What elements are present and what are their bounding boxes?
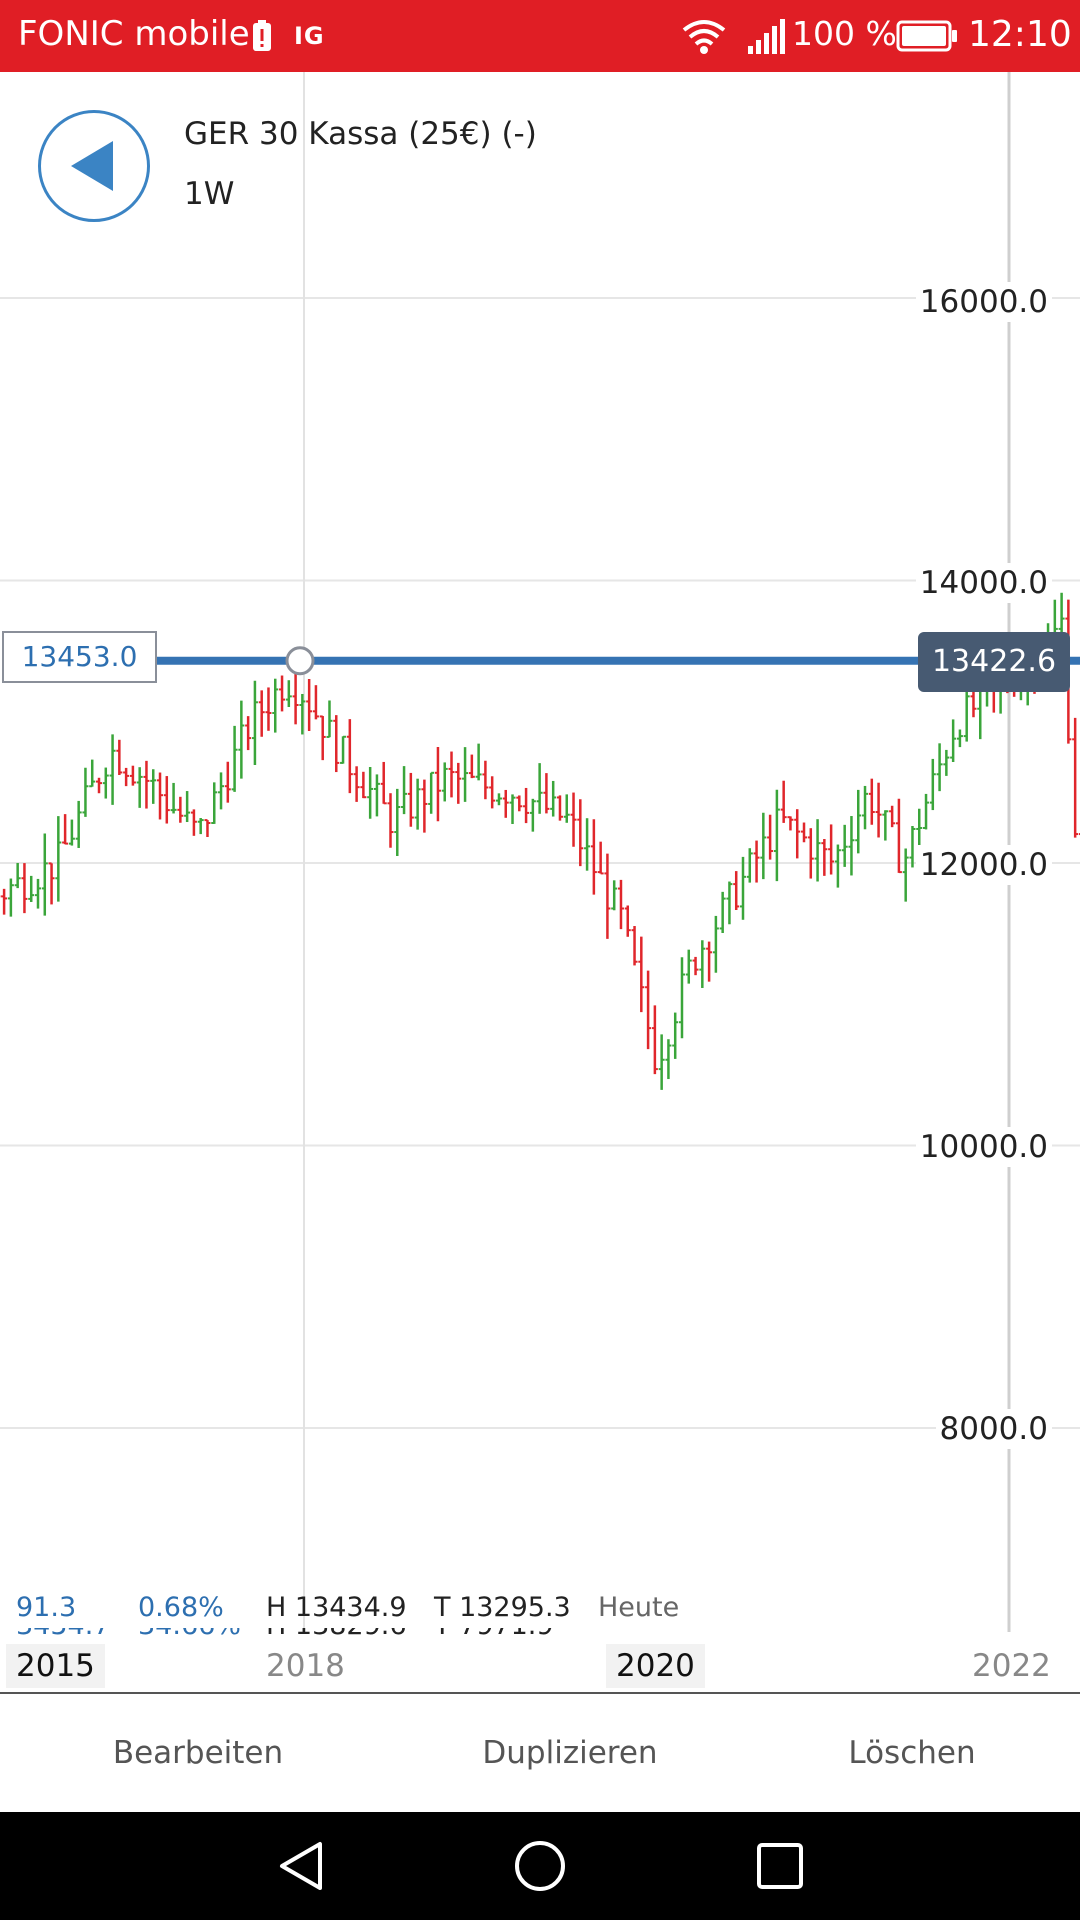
battery-icon: [896, 20, 957, 52]
stat-low-2: T 7971.9: [434, 1628, 554, 1640]
x-tick-label: 2018: [266, 1648, 345, 1684]
stat-period: Heute: [598, 1592, 680, 1623]
signal-icon: [748, 19, 785, 54]
carrier-name: FONIC mobile: [18, 14, 250, 54]
duplicate-button[interactable]: Duplizieren: [482, 1735, 658, 1771]
system-nav-bar: [0, 1812, 1080, 1920]
edit-button[interactable]: Bearbeiten: [112, 1735, 284, 1771]
candle-layer: [0, 592, 1080, 1090]
y-tick-label: 8000.0: [935, 1409, 1052, 1449]
timeframe-label[interactable]: 1W: [184, 176, 235, 212]
stat-low: T 13295.3: [434, 1592, 571, 1623]
current-price-tag: 13422.6: [918, 632, 1070, 692]
stat-percent: 0.68%: [138, 1592, 224, 1623]
x-axis-line: [0, 1692, 1080, 1694]
nav-home-icon[interactable]: [510, 1836, 570, 1896]
ig-app-icon: IG: [294, 22, 325, 50]
x-tick-label: 2022: [972, 1648, 1051, 1684]
alert-level-label[interactable]: 13453.0: [2, 631, 157, 683]
alert-handle-icon: [285, 646, 315, 676]
stat-high-2: H 13829.6: [266, 1628, 407, 1640]
action-bar: Bearbeiten Duplizieren Löschen: [0, 1694, 1080, 1812]
back-arrow-icon: [71, 141, 113, 191]
y-tick-label: 14000.0: [915, 563, 1052, 603]
status-bar: FONIC mobile IG 100 % 12:10: [0, 0, 1080, 72]
clock: 12:10: [968, 14, 1072, 55]
x-tick-label: 2020: [606, 1644, 705, 1688]
stat-value-2: 3454.7: [16, 1628, 110, 1640]
y-tick-label: 10000.0: [915, 1127, 1052, 1167]
y-tick-label: 12000.0: [915, 845, 1052, 885]
nav-back-icon[interactable]: [272, 1836, 332, 1896]
chart-area[interactable]: GER 30 Kassa (25€) (-) 1W 16000.0 14000.…: [0, 72, 1080, 1694]
y-tick-label: 16000.0: [915, 282, 1052, 322]
back-button[interactable]: [38, 110, 150, 222]
delete-button[interactable]: Löschen: [848, 1735, 976, 1771]
stats-row: 91.3 0.68% H 13434.9 T 13295.3 Heute: [0, 1588, 1080, 1628]
grid-layer: [0, 72, 1080, 1632]
wifi-icon: [682, 20, 726, 54]
battery-warning-icon: [253, 20, 271, 51]
stat-percent-2: 34.66%: [138, 1628, 241, 1640]
x-tick-label: 2015: [6, 1644, 105, 1688]
stat-value: 91.3: [16, 1592, 77, 1623]
battery-percent: 100 %: [792, 14, 897, 53]
instrument-title: GER 30 Kassa (25€) (-): [184, 116, 537, 152]
nav-recents-icon[interactable]: [750, 1836, 810, 1896]
stat-high: H 13434.9: [266, 1592, 407, 1623]
stats-row-2: 3454.7 34.66% H 13829.6 T 7971.9: [0, 1628, 1080, 1640]
